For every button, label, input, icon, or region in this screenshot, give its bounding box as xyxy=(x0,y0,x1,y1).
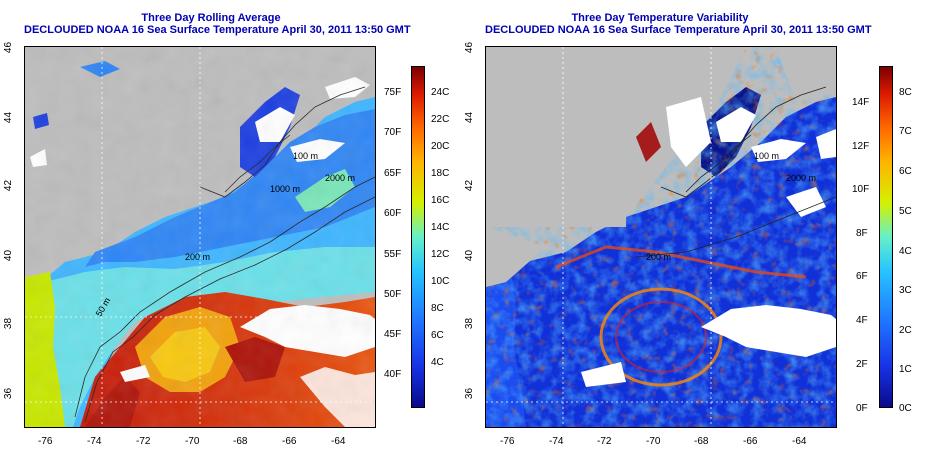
x-tick-label: -76 xyxy=(38,436,53,447)
colorbar-c-label: 4C xyxy=(431,357,444,368)
y-tick-label: 46 xyxy=(3,41,15,54)
colorbar-f-label: 4F xyxy=(856,315,868,326)
contour-label: 100 m xyxy=(293,151,319,161)
colorbar-f-label: 70F xyxy=(384,127,402,138)
colorbar-c-label: 2C xyxy=(899,325,912,336)
colorbar-f-label: 50F xyxy=(384,289,402,300)
x-tick-label: -76 xyxy=(500,436,515,447)
colorbar-c-label: 4C xyxy=(899,246,912,257)
colorbar-c-label: 8C xyxy=(431,303,444,314)
left-map-svg xyxy=(25,47,375,427)
contour-line xyxy=(660,86,827,198)
right-colorbar xyxy=(879,66,893,408)
y-tick-label: 38 xyxy=(464,317,476,330)
colorbar-f-label: 55F xyxy=(384,249,402,260)
colorbar-f-label: 12F xyxy=(852,141,870,152)
colorbar-f-label: 14F xyxy=(852,97,870,108)
right-title-line2: DECLOUDED NOAA 16 Sea Surface Temperatur… xyxy=(485,24,872,36)
x-tick-label: -66 xyxy=(743,436,758,447)
y-tick-label: 36 xyxy=(464,387,476,400)
left-title-line2: DECLOUDED NOAA 16 Sea Surface Temperatur… xyxy=(24,24,411,36)
y-tick-label: 44 xyxy=(3,111,15,124)
x-tick-label: -72 xyxy=(597,436,612,447)
land-mask xyxy=(486,47,626,227)
contour-label: 1000 m xyxy=(270,184,301,194)
colorbar-c-label: 6C xyxy=(431,330,444,341)
colorbar-f-label: 45F xyxy=(384,329,402,340)
y-tick-label: 40 xyxy=(3,249,15,262)
colorbar-c-label: 12C xyxy=(431,249,450,260)
y-tick-label: 44 xyxy=(464,111,476,124)
colorbar-c-label: 0C xyxy=(899,403,912,414)
eddy-ring xyxy=(599,287,723,387)
contour-label: 200 m xyxy=(646,252,672,262)
colorbar-f-label: 8F xyxy=(856,228,868,239)
colorbar-c-label: 10C xyxy=(431,276,450,287)
colorbar-f-label: 10F xyxy=(852,184,870,195)
colorbar-f-label: 75F xyxy=(384,87,402,98)
left-colorbar xyxy=(411,66,425,408)
contour-label: 200 m xyxy=(185,252,211,262)
right-variability-map: 100 m 2000 m 200 m xyxy=(485,46,837,428)
x-tick-label: -74 xyxy=(87,436,102,447)
right-title-line1: Three Day Temperature Variability xyxy=(571,12,749,24)
colorbar-c-label: 14C xyxy=(431,222,450,233)
y-tick-label: 42 xyxy=(3,179,15,192)
colorbar-f-label: 40F xyxy=(384,369,402,380)
colorbar-c-label: 16C xyxy=(431,195,450,206)
colorbar-c-label: 8C xyxy=(899,87,912,98)
colorbar-c-label: 1C xyxy=(899,364,912,375)
right-map-svg xyxy=(486,47,836,427)
colorbar-c-label: 6C xyxy=(899,166,912,177)
colorbar-c-label: 7C xyxy=(899,126,912,137)
y-tick-label: 46 xyxy=(464,41,476,54)
x-tick-label: -72 xyxy=(136,436,151,447)
x-tick-label: -68 xyxy=(233,436,248,447)
y-tick-label: 40 xyxy=(464,249,476,262)
colorbar-f-label: 60F xyxy=(384,208,402,219)
colorbar-c-label: 3C xyxy=(899,285,912,296)
x-tick-label: -68 xyxy=(694,436,709,447)
contour-label: 2000 m xyxy=(325,173,356,183)
colorbar-f-label: 65F xyxy=(384,168,402,179)
x-tick-label: -70 xyxy=(185,436,200,447)
left-sst-map: 100 m 1000 m 2000 m 200 m 50 m xyxy=(24,46,376,428)
y-tick-label: 38 xyxy=(3,317,15,330)
colorbar-c-label: 22C xyxy=(431,114,450,125)
x-tick-label: -66 xyxy=(282,436,297,447)
x-tick-label: -74 xyxy=(549,436,564,447)
colorbar-f-label: 2F xyxy=(856,359,868,370)
cloud-patch xyxy=(701,305,836,357)
y-tick-label: 42 xyxy=(464,179,476,192)
left-title-line1: Three Day Rolling Average xyxy=(141,12,281,24)
contour-label: 100 m xyxy=(754,151,780,161)
colorbar-f-label: 0F xyxy=(856,403,868,414)
x-tick-label: -70 xyxy=(646,436,661,447)
colorbar-c-label: 24C xyxy=(431,87,450,98)
x-tick-label: -64 xyxy=(792,436,807,447)
contour-label: 2000 m xyxy=(786,173,817,183)
colorbar-f-label: 6F xyxy=(856,271,868,282)
x-tick-label: -64 xyxy=(331,436,346,447)
y-tick-label: 36 xyxy=(3,387,15,400)
colorbar-c-label: 5C xyxy=(899,206,912,217)
colorbar-c-label: 18C xyxy=(431,168,450,179)
colorbar-c-label: 20C xyxy=(431,141,450,152)
